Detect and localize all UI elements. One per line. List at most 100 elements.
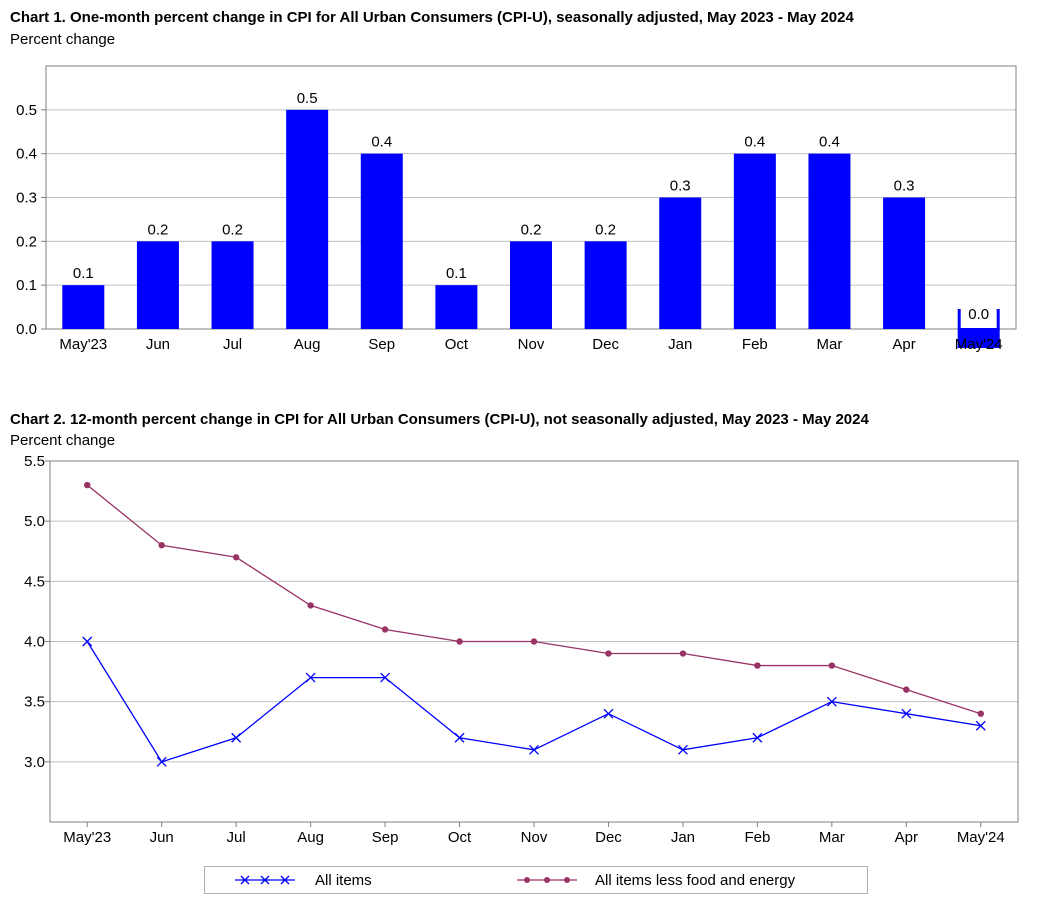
chart1-data-label: 0.3 — [670, 178, 691, 195]
chart1-bar-marker — [957, 309, 961, 329]
chart1-bar — [883, 197, 926, 329]
chart1-x-tick-label: Oct — [445, 336, 469, 353]
chart1-x-tick-label: Nov — [518, 336, 545, 353]
chart1-data-label: 0.1 — [446, 265, 467, 282]
chart2-x-tick-label: Aug — [297, 829, 324, 846]
legend-all-items-marker — [235, 875, 295, 885]
legend-core-marker — [517, 877, 577, 883]
chart2-point-core — [307, 602, 314, 609]
chart2-series-line-core — [86, 484, 981, 715]
chart2-legend: All items All items less food and energy — [204, 866, 868, 894]
chart1-y-tick-label: 0.1 — [16, 277, 37, 294]
chart1-data-label: 0.3 — [894, 178, 915, 195]
chart2-point-all-items — [380, 672, 391, 683]
legend-all-items-label: All items — [315, 872, 372, 889]
chart2-y-tick-label: 3.5 — [24, 694, 45, 711]
chart2-point-all-items — [82, 636, 93, 647]
chart2-y-tick-label: 5.5 — [24, 453, 45, 470]
chart1-data-label: 0.4 — [744, 134, 765, 151]
chart2-point-all-items — [156, 756, 167, 767]
chart1-bar — [360, 153, 403, 329]
chart1-y-tick-label: 0.2 — [16, 233, 37, 250]
chart2-point-all-items — [975, 720, 986, 731]
chart2-point-core — [232, 554, 240, 561]
chart1-data-label: 0.2 — [147, 221, 168, 238]
chart2-x-tick-label: Mar — [819, 829, 845, 846]
chart1-bar — [286, 109, 329, 329]
chart1-x-tick-label: May'23 — [59, 336, 107, 353]
chart2-x-tick-label: Sep — [372, 829, 399, 846]
chart1-x-tick-label: Aug — [294, 336, 321, 353]
chart1-x-tick-label: Sep — [368, 336, 395, 353]
chart1-bar — [211, 241, 254, 329]
chart1-data-label: 0.1 — [73, 265, 94, 282]
chart2-x-tick-label: Feb — [744, 829, 770, 846]
chart2-point-all-items — [305, 672, 316, 683]
chart2-y-tick-label: 4.0 — [24, 634, 45, 651]
chart2-point-all-items — [603, 708, 614, 719]
chart1-bar-marker — [996, 309, 1000, 329]
chart2-x-tick-label: Jun — [150, 829, 174, 846]
chart2-point-core — [84, 481, 91, 489]
legend-core-label: All items less food and energy — [595, 872, 796, 889]
chart2-point-core — [158, 542, 165, 549]
chart1-y-tick-label: 0.5 — [16, 102, 37, 119]
chart2-point-core — [381, 626, 389, 633]
chart1-data-label: 0.4 — [371, 134, 392, 151]
chart1-y-tick-label: 0.3 — [16, 190, 37, 207]
chart2-x-tick-label: Apr — [895, 829, 918, 846]
chart2-x-tick-label: Oct — [448, 829, 472, 846]
chart2-point-all-items — [231, 732, 242, 743]
chart2-point-all-items — [752, 732, 763, 743]
chart2-point-core — [828, 662, 836, 669]
chart2-y-tick-label: 3.0 — [24, 754, 45, 771]
chart1-data-label: 0.2 — [222, 221, 243, 238]
chart1-x-tick-label: Jan — [668, 336, 692, 353]
chart1-bar — [510, 241, 552, 329]
chart2-point-all-items — [529, 744, 539, 755]
chart2-point-all-items — [454, 732, 465, 743]
chart1-subtitle: Percent change — [10, 31, 116, 48]
chart2-title: Chart 2. 12-month percent change in CPI … — [10, 411, 869, 428]
chart1-x-tick-label: Feb — [742, 336, 768, 353]
chart2-point-core — [977, 710, 984, 717]
chart2-point-all-items — [826, 696, 837, 707]
chart2-point-all-items — [677, 744, 688, 755]
chart1-x-tick-label: Jul — [223, 336, 242, 353]
chart1-bar — [435, 285, 478, 329]
chart2-point-all-items — [901, 708, 912, 719]
chart2-point-core — [530, 638, 538, 645]
chart1-bar — [733, 153, 776, 329]
chart2-y-tick-label: 4.5 — [24, 573, 45, 590]
chart2-x-tick-label: May'23 — [63, 829, 111, 846]
chart1-x-tick-label: Dec — [592, 336, 619, 353]
chart1-bar — [584, 241, 627, 329]
chart1-x-tick-label: Mar — [817, 336, 843, 353]
chart2-subtitle: Percent change — [10, 432, 116, 449]
chart1-data-label: 0.2 — [595, 221, 616, 238]
chart1-bar — [808, 153, 851, 329]
chart1-data-label: 0.4 — [819, 134, 840, 151]
chart2-x-tick-label: Jul — [227, 829, 246, 846]
chart2-point-core — [679, 650, 687, 657]
chart1-x-tick-label: Apr — [892, 336, 915, 353]
chart1-y-tick-label: 0.0 — [16, 321, 37, 338]
chart2-point-core — [456, 638, 463, 645]
chart2-point-core — [903, 686, 910, 693]
chart2-x-tick-label: Jan — [671, 829, 695, 846]
chart1-title: Chart 1. One-month percent change in CPI… — [10, 9, 854, 26]
chart1-y-tick-label: 0.4 — [16, 146, 37, 163]
chart1-x-tick-label: May'24 — [955, 336, 1003, 353]
chart2-x-tick-label: May'24 — [957, 829, 1005, 846]
chart2-point-core — [605, 650, 612, 657]
chart1-x-tick-label: Jun — [146, 336, 170, 353]
chart1-data-label: 0.5 — [297, 90, 318, 107]
chart1-bar-chart: 0.0 0.1 0.2 0.3 0.4 0.5 0.1 May'23 0.2 Jun 0.2 Jul 0… — [16, 65, 1017, 353]
chart1-bar — [957, 328, 1000, 348]
chart1-data-label: 0.2 — [521, 221, 542, 238]
chart2-y-tick-label: 5.0 — [24, 513, 45, 530]
chart1-bar — [659, 197, 702, 329]
chart2-x-tick-label: Dec — [595, 829, 622, 846]
chart2-x-tick-label: Nov — [521, 829, 548, 846]
